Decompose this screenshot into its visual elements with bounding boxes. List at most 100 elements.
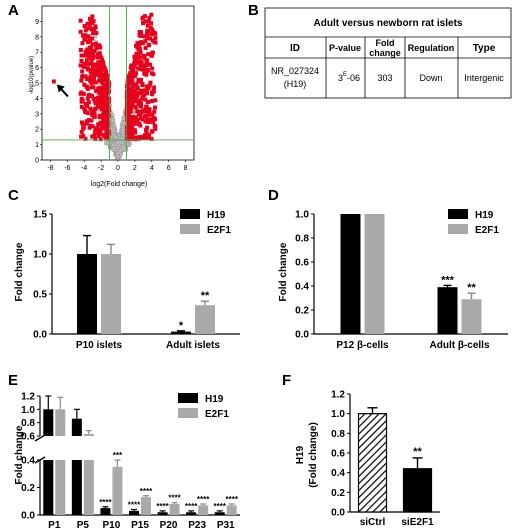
volcano-xtick-label: -8 [47, 165, 53, 172]
volcano-ytick-label: 2 [35, 127, 39, 134]
chart-d-ylabel: Fold change [278, 242, 289, 301]
chartD-bar [340, 214, 361, 334]
volcano-point-significant [138, 33, 143, 38]
volcano-point-significant [106, 82, 111, 87]
volcano-point-significant [150, 66, 155, 71]
volcano-xtick-label: 0 [116, 165, 120, 172]
volcano-point-significant [127, 117, 132, 122]
volcano-point-significant [130, 100, 135, 105]
chart-e-ytick-label: 0.6 [21, 432, 35, 443]
volcano-point-significant [88, 78, 93, 83]
chart-e-ytick-label: 1.0 [21, 405, 35, 416]
table-header-fold: Fold change [369, 38, 401, 58]
chart-f-ytick-label: 1.2 [331, 390, 345, 401]
volcano-point-significant [96, 133, 101, 138]
volcano-point-significant [95, 69, 100, 74]
volcano-point [121, 133, 125, 137]
volcano-point-significant [153, 117, 158, 122]
volcano-point-significant [105, 110, 110, 115]
volcano-point [121, 130, 125, 134]
volcano-point-significant [130, 102, 135, 107]
volcano-point-significant [144, 35, 149, 40]
panel-letter-e: E [8, 372, 18, 389]
volcano-xtick-label: 6 [167, 165, 171, 172]
volcano-point-significant [100, 79, 105, 84]
volcano-point-significant [142, 14, 147, 19]
volcano-point-significant [149, 129, 154, 134]
volcano-point-significant [84, 58, 89, 63]
volcano-ytick-label: 8 [35, 34, 39, 41]
volcano-point-significant [126, 97, 131, 102]
volcano-ytick-label: 6 [35, 65, 39, 72]
volcano-point-significant [95, 72, 100, 77]
volcano-point-significant [90, 79, 95, 84]
arrow-head-icon [56, 84, 65, 93]
volcano-point-significant [152, 109, 157, 114]
chartC-ytick-label: 1.0 [33, 250, 47, 261]
volcano-point-significant [148, 80, 153, 85]
chart-e-bar [157, 512, 168, 515]
volcano-point-significant [100, 86, 105, 91]
volcano-point-significant [79, 134, 84, 139]
volcano-point-significant [136, 46, 141, 51]
volcano-ytick-label: 1 [35, 142, 39, 149]
volcano-point-significant [97, 51, 102, 56]
volcano-point-significant [130, 84, 135, 89]
volcano-point-significant [86, 26, 91, 31]
volcano-xtick-label: 8 [184, 165, 188, 172]
volcano-point [115, 154, 119, 157]
chart-f-bar [402, 468, 433, 513]
results-table: Adult versus newborn rat islets ID P-val… [264, 7, 512, 99]
volcano-point-significant [146, 52, 151, 57]
volcano-point-significant [148, 25, 153, 30]
chart-e-significance: **** [213, 502, 226, 511]
chart-e-bar [198, 505, 209, 515]
volcano-ytick-label: 5 [35, 81, 39, 88]
volcano-point-significant [134, 82, 139, 87]
chart-e-ytick-label: 0.0 [21, 511, 35, 522]
volcano-point-significant [136, 66, 141, 71]
volcano-point-significant [143, 97, 148, 102]
chartC-bar [195, 305, 215, 334]
volcano-point-significant [85, 96, 90, 101]
volcano-point-significant [90, 36, 95, 41]
volcano-point-significant [148, 117, 153, 122]
volcano-point-significant [85, 40, 90, 45]
table-cell-id-sub: (H19) [284, 79, 307, 89]
volcano-point-significant [137, 30, 142, 35]
volcano-point-significant [138, 63, 143, 68]
volcano-point-significant [93, 106, 98, 111]
volcano-point-significant [79, 58, 84, 63]
volcano-point-significant [139, 40, 144, 45]
volcano-point-significant [131, 67, 136, 72]
chartD-ytick-label: 1.0 [295, 210, 309, 221]
chartC-bar [101, 254, 121, 334]
volcano-point-significant [130, 73, 135, 78]
chart-e-significance: **** [128, 501, 141, 510]
volcano-point-significant [78, 18, 83, 23]
volcano-point-significant [98, 127, 103, 132]
chartD-ytick-label: 0.8 [295, 234, 309, 245]
volcano-point-significant [101, 118, 106, 123]
volcano-point [112, 123, 116, 127]
volcano-point-significant [82, 24, 87, 29]
chartC-legend-swatch [180, 224, 200, 234]
chart-e-bar-lower [55, 460, 66, 515]
volcano-point-significant [94, 43, 99, 48]
volcano-xtick-label: -2 [98, 165, 104, 172]
volcano-point-significant [138, 116, 143, 121]
volcano-point-significant [101, 64, 106, 69]
volcano-point-significant [125, 127, 130, 132]
volcano-xtick-label: -6 [64, 165, 70, 172]
volcano-point-significant [78, 29, 83, 34]
volcano-point-significant [88, 70, 93, 75]
volcano-point-significant [134, 71, 139, 76]
volcano-point-significant [129, 125, 134, 130]
volcano-point-significant [140, 108, 145, 113]
volcano-point-significant [127, 121, 132, 126]
volcano-point-significant [98, 45, 103, 50]
volcano-point-significant [131, 130, 136, 135]
chart-e-significance: **** [99, 498, 112, 507]
volcano-point-significant [136, 56, 141, 61]
chartD-ytick-label: 0.2 [295, 306, 309, 317]
